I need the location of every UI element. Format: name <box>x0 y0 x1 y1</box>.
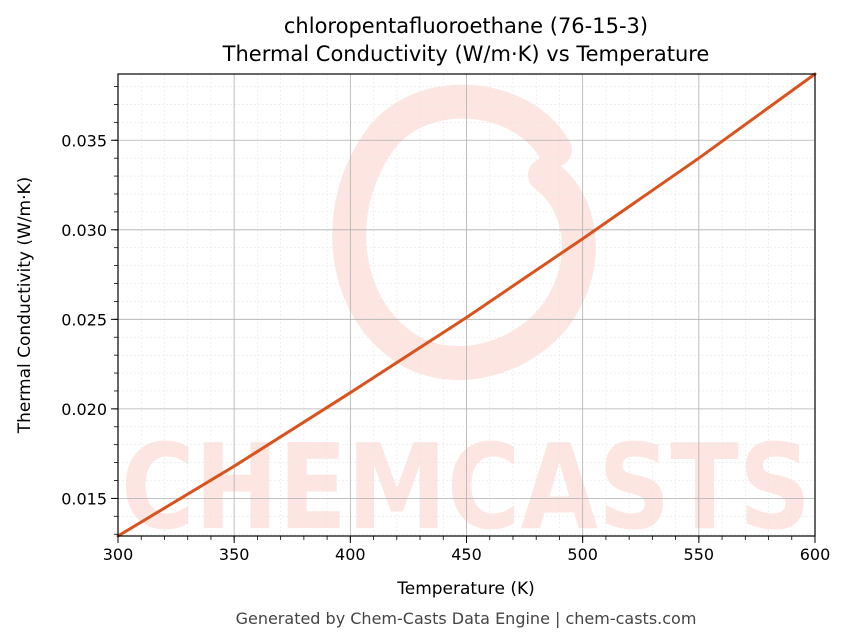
x-tick-labels: 300 350 400 450 500 550 600 <box>103 545 831 564</box>
y-tick-label: 0.025 <box>61 310 107 329</box>
watermark: CHEMCASTS <box>121 84 811 556</box>
chart-title: chloropentafluoroethane (76-15-3) <box>284 14 648 38</box>
y-axis-label: Thermal Conductivity (W/m·K) <box>15 177 35 435</box>
watermark-swirl <box>332 84 596 380</box>
y-tick-label: 0.015 <box>61 489 107 508</box>
y-tick-labels: 0.015 0.020 0.025 0.030 0.035 <box>61 131 107 508</box>
series-line <box>116 72 817 538</box>
y-tick-label: 0.020 <box>61 400 107 419</box>
series-layer <box>116 72 817 538</box>
footer-credit: Generated by Chem-Casts Data Engine | ch… <box>236 609 697 628</box>
x-tick-label: 500 <box>567 545 598 564</box>
watermark-text: CHEMCASTS <box>121 418 811 556</box>
x-tick-label: 450 <box>451 545 482 564</box>
x-tick-label: 550 <box>684 545 715 564</box>
x-tick-label: 300 <box>103 545 134 564</box>
y-tick-label: 0.035 <box>61 131 107 150</box>
y-tick-label: 0.030 <box>61 221 107 240</box>
x-tick-label: 600 <box>800 545 831 564</box>
x-tick-label: 400 <box>335 545 366 564</box>
x-tick-label: 350 <box>219 545 250 564</box>
axis-ticks <box>111 86 816 543</box>
chart-subtitle: Thermal Conductivity (W/m·K) vs Temperat… <box>222 42 710 66</box>
x-axis-label: Temperature (K) <box>396 579 535 599</box>
